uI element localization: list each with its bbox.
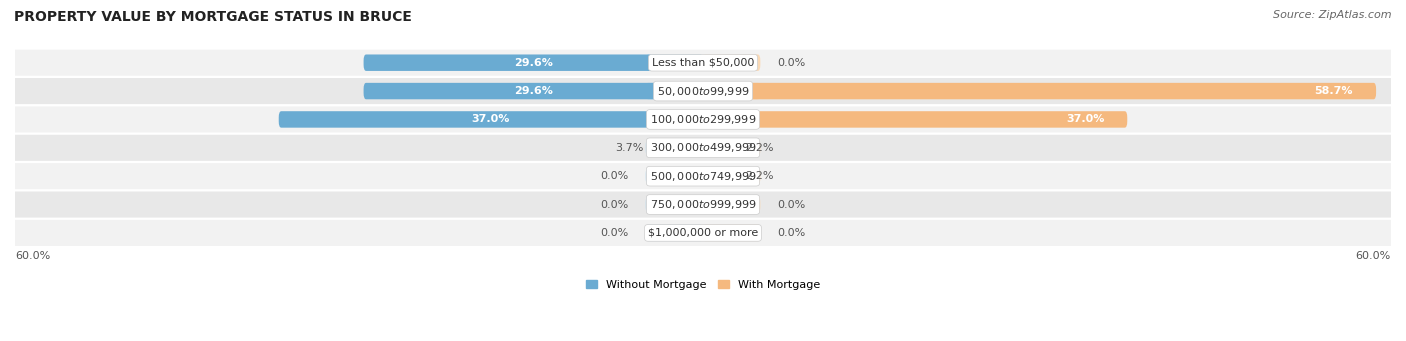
Text: $750,000 to $999,999: $750,000 to $999,999 [650, 198, 756, 211]
FancyBboxPatch shape [703, 83, 1376, 99]
FancyBboxPatch shape [10, 192, 1396, 218]
FancyBboxPatch shape [645, 111, 703, 128]
FancyBboxPatch shape [703, 139, 728, 156]
Text: 0.0%: 0.0% [778, 58, 806, 68]
FancyBboxPatch shape [645, 83, 703, 99]
Text: 0.0%: 0.0% [600, 171, 628, 181]
FancyBboxPatch shape [703, 111, 761, 128]
Text: 0.0%: 0.0% [600, 228, 628, 238]
FancyBboxPatch shape [278, 111, 703, 128]
Text: $1,000,000 or more: $1,000,000 or more [648, 228, 758, 238]
Text: 0.0%: 0.0% [778, 199, 806, 209]
FancyBboxPatch shape [364, 55, 703, 71]
FancyBboxPatch shape [703, 225, 761, 241]
FancyBboxPatch shape [703, 196, 761, 213]
Text: 29.6%: 29.6% [513, 86, 553, 96]
Text: 2.2%: 2.2% [745, 171, 773, 181]
Text: 3.7%: 3.7% [614, 143, 644, 153]
Text: 37.0%: 37.0% [471, 115, 510, 124]
FancyBboxPatch shape [703, 139, 761, 156]
Text: 0.0%: 0.0% [778, 228, 806, 238]
Text: 60.0%: 60.0% [15, 251, 51, 261]
FancyBboxPatch shape [10, 220, 1396, 246]
FancyBboxPatch shape [10, 50, 1396, 76]
FancyBboxPatch shape [645, 168, 703, 184]
FancyBboxPatch shape [703, 168, 728, 184]
Text: $500,000 to $749,999: $500,000 to $749,999 [650, 170, 756, 183]
FancyBboxPatch shape [645, 225, 703, 241]
FancyBboxPatch shape [10, 78, 1396, 104]
Legend: Without Mortgage, With Mortgage: Without Mortgage, With Mortgage [582, 275, 824, 294]
Text: $50,000 to $99,999: $50,000 to $99,999 [657, 85, 749, 98]
Text: 60.0%: 60.0% [1355, 251, 1391, 261]
Text: Less than $50,000: Less than $50,000 [652, 58, 754, 68]
FancyBboxPatch shape [10, 106, 1396, 133]
Text: 37.0%: 37.0% [1066, 115, 1104, 124]
FancyBboxPatch shape [703, 168, 761, 184]
FancyBboxPatch shape [703, 55, 761, 71]
FancyBboxPatch shape [703, 111, 1128, 128]
FancyBboxPatch shape [364, 83, 703, 99]
Text: PROPERTY VALUE BY MORTGAGE STATUS IN BRUCE: PROPERTY VALUE BY MORTGAGE STATUS IN BRU… [14, 10, 412, 24]
FancyBboxPatch shape [645, 139, 703, 156]
Text: $100,000 to $299,999: $100,000 to $299,999 [650, 113, 756, 126]
FancyBboxPatch shape [10, 135, 1396, 161]
FancyBboxPatch shape [10, 163, 1396, 189]
FancyBboxPatch shape [703, 83, 761, 99]
FancyBboxPatch shape [661, 139, 703, 156]
FancyBboxPatch shape [645, 55, 703, 71]
Text: 29.6%: 29.6% [513, 58, 553, 68]
FancyBboxPatch shape [645, 196, 703, 213]
Text: Source: ZipAtlas.com: Source: ZipAtlas.com [1274, 10, 1392, 20]
Text: $300,000 to $499,999: $300,000 to $499,999 [650, 141, 756, 154]
Text: 0.0%: 0.0% [600, 199, 628, 209]
Text: 58.7%: 58.7% [1315, 86, 1353, 96]
Text: 2.2%: 2.2% [745, 143, 773, 153]
